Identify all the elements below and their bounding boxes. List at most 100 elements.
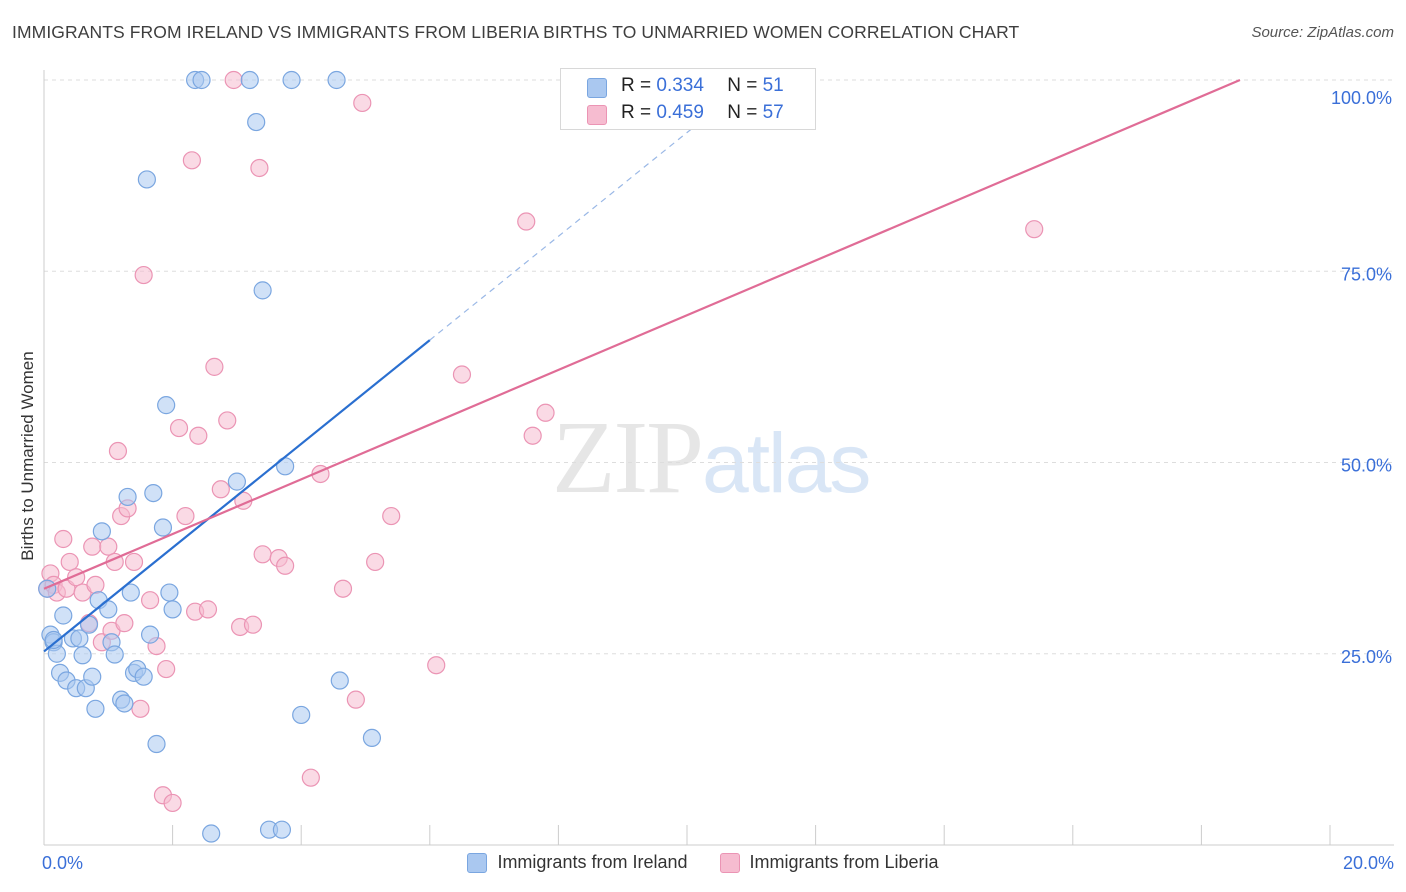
ireland-point-48 (330, 671, 349, 690)
liberia-point-47 (333, 579, 353, 598)
watermark-zip: ZIP (552, 400, 704, 515)
liberia-trend-line (43, 78, 1241, 590)
liberia-point-50 (366, 552, 385, 572)
ireland-point-21 (115, 694, 134, 713)
stats-row-ireland: R = 0.334 N = 51 (587, 75, 784, 98)
legend-label-liberia: Immigrants from Liberia (749, 852, 939, 872)
ireland-point-40 (247, 112, 266, 132)
stats-row-liberia: R = 0.459 N = 57 (587, 102, 784, 125)
ireland-swatch (587, 78, 607, 98)
ireland-point-30 (147, 734, 166, 754)
ireland-point-41 (253, 281, 272, 300)
ireland-point-0 (38, 579, 57, 598)
watermark: ZIPatlas (552, 398, 871, 517)
ireland-point-36 (192, 70, 211, 90)
liberia-point-42 (253, 545, 272, 564)
ireland-point-28 (140, 625, 160, 644)
liberia-point-52 (427, 656, 446, 675)
ireland-point-37 (202, 824, 221, 843)
liberia-point-55 (523, 426, 542, 445)
ireland-r-value: 0.334 (656, 75, 704, 96)
ireland-point-22 (118, 487, 137, 507)
liberia-point-21 (131, 699, 150, 718)
ireland-point-16 (92, 522, 111, 541)
grid-layer (44, 79, 1394, 655)
y-tick-label: 50.0% (1341, 456, 1392, 476)
ireland-point-27 (137, 170, 156, 189)
ireland-point-26 (134, 667, 153, 686)
liberia-point-58 (1025, 220, 1044, 239)
liberia-point-33 (198, 600, 218, 619)
ireland-point-14 (86, 699, 105, 718)
bottom-legend: Immigrants from Ireland Immigrants from … (0, 852, 1406, 873)
tick-label-layer: 100.0% 75.0% 50.0% 25.0% 0.0% 20.0% (42, 88, 1394, 873)
liberia-point-54 (517, 212, 536, 231)
ireland-point-33 (160, 583, 179, 602)
liberia-point-10 (83, 537, 102, 556)
ireland-n-value: 51 (762, 75, 784, 96)
y-tick-label: 25.0% (1341, 647, 1392, 667)
source-label: Source: ZipAtlas.com (1251, 24, 1394, 41)
legend-item-liberia[interactable]: Immigrants from Liberia (719, 852, 939, 873)
ireland-point-47 (327, 70, 346, 90)
liberia-point-20 (124, 552, 144, 572)
ireland-trend-extension (429, 100, 726, 341)
ireland-trend-line (43, 339, 431, 653)
liberia-point-11 (86, 575, 105, 595)
liberia-point-30 (182, 151, 201, 170)
ireland-point-19 (105, 645, 124, 664)
ireland-point-5 (54, 606, 73, 625)
ireland-point-46 (292, 705, 311, 725)
liberia-point-22 (134, 265, 153, 285)
liberia-point-34 (205, 357, 224, 376)
liberia-legend-swatch (719, 852, 740, 873)
liberia-point-6 (60, 552, 79, 572)
liberia-point-27 (163, 793, 182, 813)
liberia-point-48 (346, 690, 365, 709)
ireland-point-50 (44, 630, 63, 650)
ireland-point-32 (157, 396, 176, 415)
liberia-point-16 (108, 441, 128, 461)
ireland-point-38 (227, 472, 246, 491)
liberia-point-28 (169, 418, 189, 438)
liberia-point-26 (157, 659, 176, 679)
ireland-point-34 (163, 600, 182, 619)
trend-layer (43, 78, 1241, 653)
liberia-point-13 (99, 537, 118, 556)
liberia-point-53 (452, 365, 472, 384)
liberia-point-41 (250, 158, 269, 178)
liberia-point-18 (115, 614, 134, 633)
ireland-point-44 (272, 820, 292, 839)
liberia-point-51 (382, 506, 401, 526)
liberia-r-value: 0.459 (656, 102, 704, 123)
ireland-point-39 (240, 70, 259, 90)
axis-layer (43, 70, 1394, 846)
liberia-point-4 (54, 529, 73, 549)
liberia-n-label: N = (727, 102, 763, 123)
stats-legend-box: R = 0.334 N = 51 R = 0.459 N = 57 (560, 68, 816, 130)
ireland-n-label: N = (727, 75, 763, 96)
liberia-point-40 (243, 615, 263, 634)
watermark-atlas: atlas (702, 416, 871, 510)
liberia-point-23 (140, 591, 160, 610)
legend-item-ireland[interactable]: Immigrants from Ireland (467, 852, 688, 873)
ireland-legend-swatch (467, 852, 488, 873)
chart-title: IMMIGRANTS FROM IRELAND VS IMMIGRANTS FR… (12, 22, 1020, 42)
liberia-point-49 (353, 93, 372, 113)
liberia-point-44 (276, 556, 295, 575)
liberia-point-37 (224, 70, 243, 90)
liberia-point-36 (218, 411, 237, 430)
liberia-point-56 (536, 403, 555, 422)
liberia-swatch (587, 105, 607, 125)
ireland-point-31 (153, 518, 173, 537)
points-layer (38, 70, 1044, 843)
y-tick-label: 75.0% (1341, 264, 1392, 284)
legend-label-ireland: Immigrants from Ireland (497, 852, 688, 872)
x-tick-label-max: 20.0% (1343, 853, 1394, 873)
liberia-point-32 (189, 426, 208, 445)
ireland-point-49 (362, 728, 382, 748)
ireland-point-23 (121, 583, 140, 602)
liberia-point-35 (211, 480, 230, 499)
ireland-r-label: R = (621, 75, 657, 96)
